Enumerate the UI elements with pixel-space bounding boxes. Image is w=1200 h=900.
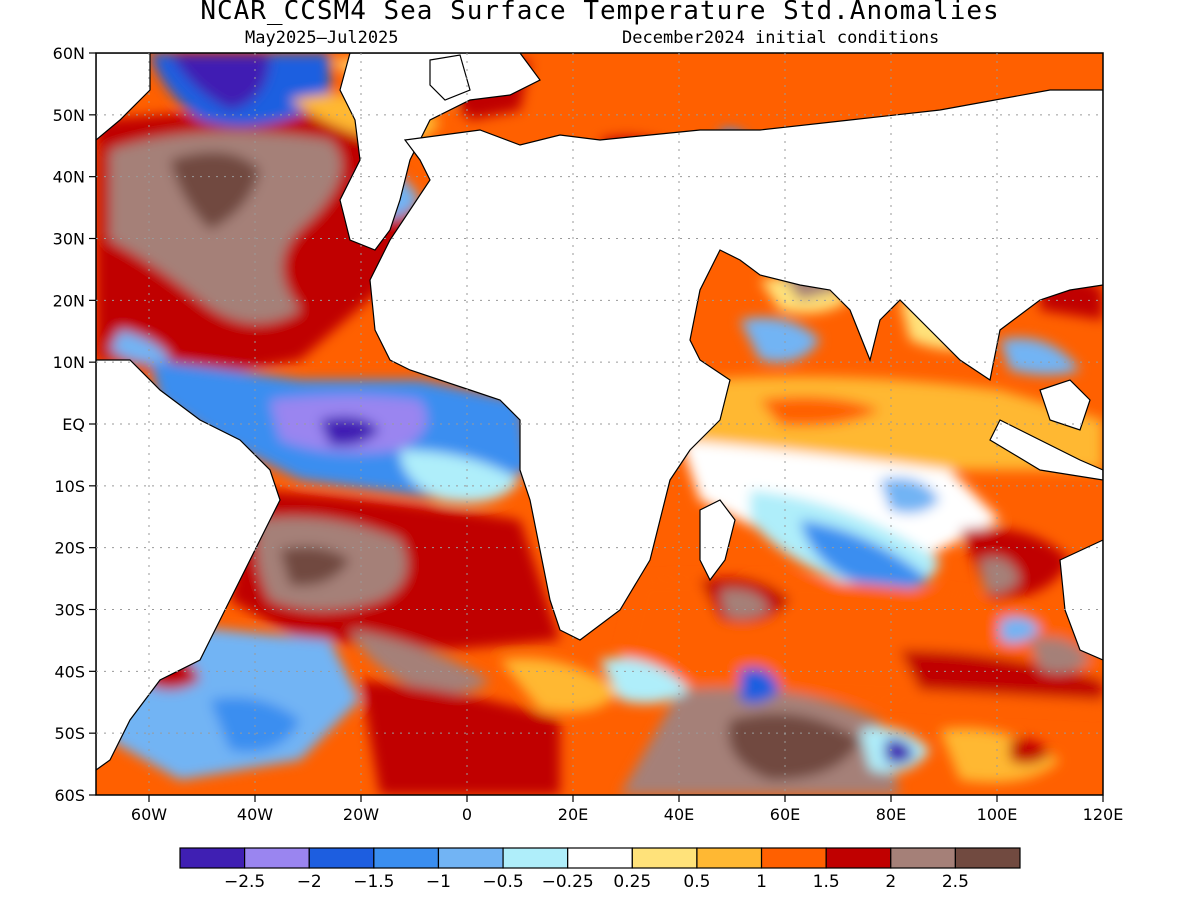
colorbar-swatch <box>567 847 633 869</box>
colorbar-swatch <box>502 847 569 869</box>
colorbar-label: 1.5 <box>813 872 840 892</box>
lon-tick-label: 80E <box>876 805 906 824</box>
colorbar-swatch <box>760 847 827 869</box>
borneo <box>1039 379 1091 431</box>
lon-tick-label: 40E <box>664 805 694 824</box>
lat-tick-label: 40S <box>54 662 85 681</box>
latitude-axis: 60N 50N 40N 30N 20N 10N EQ 10S 20S 30S 40S 50S 60S <box>53 44 96 805</box>
lat-tick-label: 50N <box>53 106 85 125</box>
longitude-axis: 60W 40W 20W 0 20E 40E 60E 80E 100E 120E <box>131 795 1123 824</box>
canada-coast <box>96 53 151 141</box>
colorbar-label: −0.5 <box>482 872 523 892</box>
colorbar-swatch <box>244 847 310 869</box>
lon-tick-label: 20W <box>343 805 379 824</box>
colorbar-swatch <box>825 847 892 869</box>
north-america-greenland <box>339 53 541 251</box>
british-isles <box>429 54 471 101</box>
lon-tick-label: 60E <box>770 805 800 824</box>
colorbar-swatch <box>696 847 763 869</box>
lon-tick-label: 100E <box>977 805 1018 824</box>
land-masses <box>96 53 1103 771</box>
initial-conditions-label: December2024 initial conditions <box>622 28 940 48</box>
colorbar-swatch <box>631 847 698 869</box>
lon-tick-label: 120E <box>1083 805 1124 824</box>
colorbar-swatch <box>437 847 504 869</box>
indonesia <box>989 419 1103 481</box>
lat-tick-label: 60S <box>54 786 85 805</box>
colorbar-label: 2 <box>885 872 896 892</box>
colorbar-label: −1 <box>426 872 451 892</box>
lat-tick-label: 40N <box>53 168 85 187</box>
colorbar-swatch <box>954 847 1021 869</box>
colorbar-label: 0.5 <box>683 872 710 892</box>
lon-tick-label: 0 <box>462 805 472 824</box>
australia <box>1059 539 1103 661</box>
colorbar-label: 1 <box>756 872 767 892</box>
colorbar-label: −0.25 <box>542 872 594 892</box>
south-america <box>96 359 281 771</box>
lat-tick-label: 20S <box>54 539 85 558</box>
colorbar-label: −1.5 <box>353 872 394 892</box>
lat-tick-label: 50S <box>54 724 85 743</box>
lat-tick-label: 60N <box>53 44 85 63</box>
madagascar <box>699 499 736 582</box>
map-title: NCAR_CCSM4 Sea Surface Temperature Std.A… <box>200 0 1000 26</box>
lat-tick-label: 30S <box>54 601 85 620</box>
anomaly-field <box>96 53 1103 795</box>
forecast-period: May2025–Jul2025 <box>245 28 399 48</box>
lat-tick-label: 10S <box>54 477 85 496</box>
colorbar-swatch <box>890 847 956 869</box>
colorbar-label: −2.5 <box>224 872 265 892</box>
colorbar-swatch <box>308 847 375 869</box>
colorbar-label: −2 <box>297 872 322 892</box>
lat-tick-label: 20N <box>53 291 85 310</box>
lat-tick-label: 30N <box>53 230 85 249</box>
colorbar-swatch <box>179 847 246 869</box>
colorbar-label: 0.25 <box>613 872 651 892</box>
lon-tick-label: 60W <box>131 805 167 824</box>
eurasia-africa <box>369 89 1103 641</box>
lat-tick-label: EQ <box>62 415 85 434</box>
lon-tick-label: 40W <box>237 805 273 824</box>
colorbar-label: 2.5 <box>942 872 969 892</box>
lat-tick-label: 10N <box>53 353 85 372</box>
colorbar-swatch <box>373 847 440 869</box>
lon-tick-label: 20E <box>558 805 588 824</box>
colorbar: −2.5 −2 −1.5 −1 −0.5 −0.25 0.25 0.5 1 1.5 2 2.5 <box>179 847 1021 892</box>
